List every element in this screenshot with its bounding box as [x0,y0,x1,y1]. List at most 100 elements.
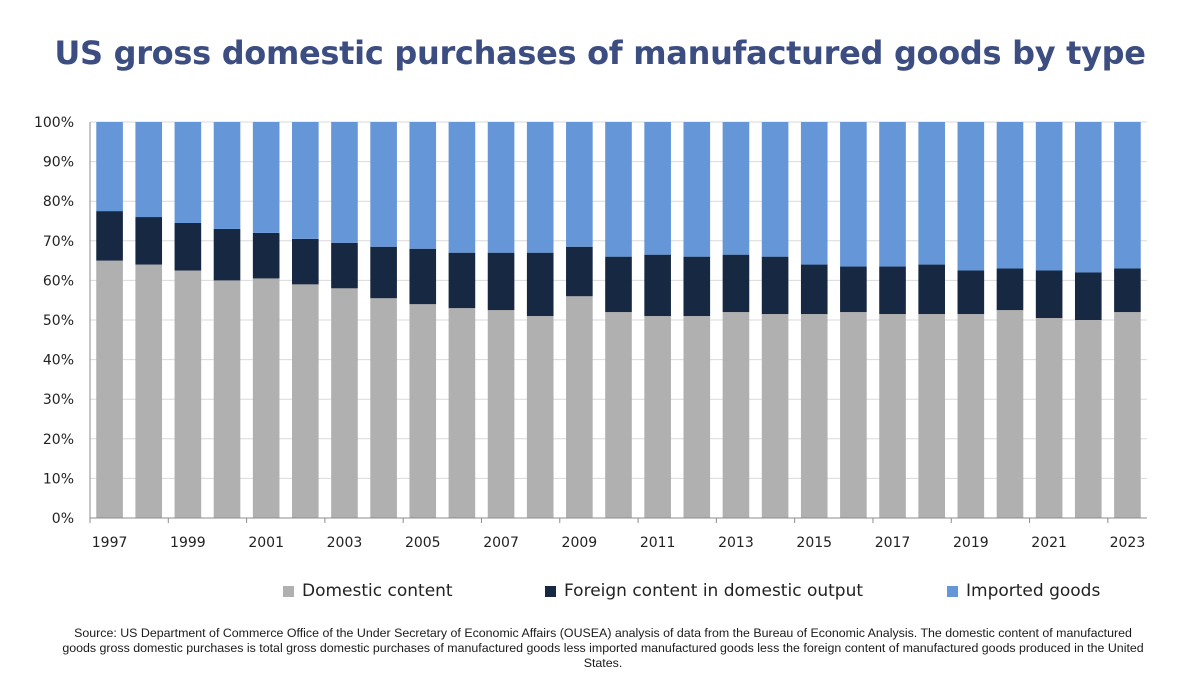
legend-label-foreign: Foreign content in domestic output [564,581,864,601]
bar-segment-domestic [800,314,828,518]
bar-segment-imported [840,122,867,267]
x-tick-label: 2021 [1031,535,1067,551]
bar-segment-foreign [96,211,123,261]
bar-segment-foreign [644,254,671,317]
bar-segment-imported [800,122,828,265]
y-tick-label: 80% [43,194,74,210]
bar-segment-imported [683,122,711,257]
bar-segment-imported [761,122,789,257]
bar-segment-imported [96,122,123,212]
chart-title: US gross domestic purchases of manufactu… [54,34,1146,72]
bar-segment-domestic [996,310,1024,518]
bar-segment-foreign [683,256,711,317]
legend-swatch-domestic [283,585,294,597]
bar-segment-imported [1114,122,1141,269]
bar-segment-domestic [448,308,476,518]
bar-segment-domestic [135,264,163,518]
bar-segment-domestic [409,304,437,518]
x-tick-label: 2019 [953,535,989,551]
bar-segment-domestic [292,284,319,518]
bar-segment-foreign [605,256,632,313]
bar-segment-foreign [487,252,515,311]
bar-segment-foreign [213,228,241,281]
bar-segment-foreign [174,222,202,271]
x-tick-label: 2015 [796,535,832,551]
bar-segment-foreign [918,264,945,315]
y-tick-label: 50% [43,313,74,329]
bar-segment-foreign [448,252,476,309]
bar-segment-domestic [252,278,280,518]
legend-item-foreign: Foreign content in domestic output [545,581,863,601]
bar-segment-imported [996,122,1024,269]
bar-segment-domestic [96,260,123,518]
x-tick-label: 2023 [1110,535,1146,551]
legend-label-imported: Imported goods [966,581,1101,601]
legend-label-domestic: Domestic content [302,581,453,601]
legend-item-imported: Imported goods [947,581,1100,601]
bar-segment-imported [605,122,632,257]
x-tick-label: 2007 [483,535,519,551]
x-tick-label: 2001 [248,535,284,551]
bar-segment-domestic [566,296,593,518]
bar-segment-imported [1035,122,1063,271]
bar-segment-imported [644,122,671,255]
bar-segment-imported [135,122,163,218]
bar-segment-imported [1074,122,1102,273]
bar-segment-foreign [370,246,397,299]
bar-segment-domestic [644,316,671,518]
y-tick-label: 40% [43,353,74,369]
bar-segment-domestic [840,312,867,518]
bar-segment-domestic [683,316,711,518]
x-tick-label: 1997 [92,535,128,551]
bar-segment-domestic [918,314,945,518]
y-tick-label: 10% [43,471,74,487]
bar-segment-foreign [1035,270,1063,319]
bar-segment-domestic [174,270,202,518]
bar-segment-foreign [566,246,593,297]
bar-segment-imported [370,122,397,247]
x-tick-label: 2003 [327,535,363,551]
bar-segment-domestic [526,316,554,518]
x-tick-label: 2005 [405,535,441,551]
source-note: Source: US Department of Commerce Office… [62,626,1144,670]
bar-segment-domestic [331,288,358,518]
bar-segment-domestic [879,314,906,518]
bar-segment-imported [957,122,985,271]
bar-segment-imported [487,122,515,253]
y-tick-label: 100% [34,115,74,131]
bar-segment-foreign [1114,268,1141,313]
bar-segment-foreign [722,254,750,313]
bar-segment-imported [722,122,750,255]
bar-segment-imported [292,122,319,239]
x-tick-label: 2011 [640,535,676,551]
bar-segment-domestic [722,312,750,518]
stacked-bar-chart: 0% 10% 20% 30% 40% 50% 60% 70% 80% 90% 100% 1997 199… [34,115,1147,551]
bar-segment-foreign [526,252,554,317]
legend-item-domestic: Domestic content [283,581,453,601]
y-tick-label: 20% [43,432,74,448]
bar-segment-foreign [761,256,789,315]
bar-segment-foreign [331,242,358,289]
bar-segment-imported [448,122,476,253]
x-tick-label: 1999 [170,535,206,551]
y-tick-label: 90% [43,155,74,171]
bar-segment-imported [918,122,945,265]
y-tick-label: 0% [52,511,74,527]
bar-segment-foreign [409,248,437,305]
bar-segment-foreign [879,266,906,315]
bar-segment-foreign [252,232,280,279]
bar-segment-foreign [135,217,163,265]
bar-segment-foreign [800,264,828,315]
bar-segment-imported [409,122,437,249]
bar-segment-domestic [1074,320,1102,518]
bar-segment-domestic [370,298,397,518]
x-tick-label: 2009 [562,535,598,551]
y-tick-label: 30% [43,392,74,408]
bar-segment-foreign [840,266,867,313]
bar-segment-imported [879,122,906,267]
bar-segment-imported [252,122,280,233]
bar-segment-domestic [1035,318,1063,518]
legend-swatch-foreign [545,585,556,597]
bar-segment-foreign [292,238,319,285]
bar-segment-foreign [957,270,985,315]
